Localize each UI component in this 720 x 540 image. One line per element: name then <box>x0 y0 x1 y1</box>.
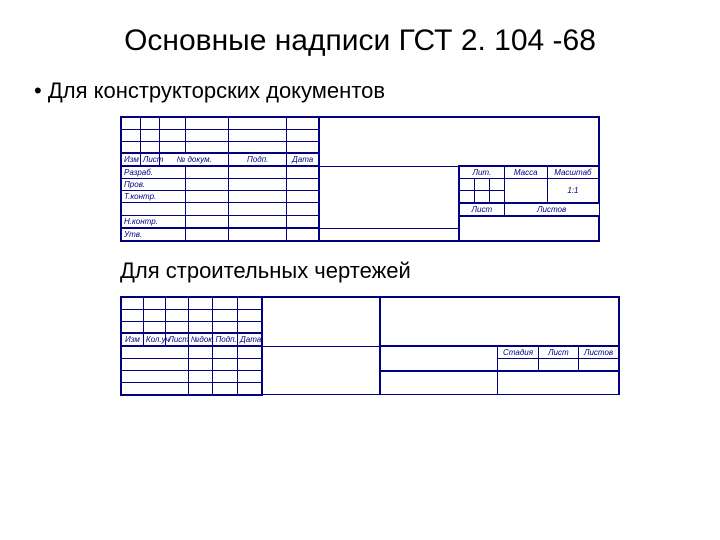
t2-izm: Изм <box>121 333 143 346</box>
bullet-konstr: Для конструкторских документов <box>0 58 720 104</box>
t1-list: Лист <box>140 153 159 166</box>
t2-stadia: Стадия <box>498 346 538 359</box>
t1-massa: Масса <box>504 166 547 179</box>
t2-data: Дата <box>238 333 263 346</box>
t1-nkontr: Н.контр. <box>121 216 186 229</box>
t1-lit: Лит. <box>459 166 504 179</box>
t2-kol: Кол.уч <box>143 333 165 346</box>
t1-ndoc: № докум. <box>160 153 229 166</box>
t1-utv: Утв. <box>121 228 186 241</box>
t1-listov: Листов <box>504 203 599 216</box>
slide-title: Основные надписи ГСТ 2. 104 -68 <box>0 0 720 58</box>
t1-izm: Изм <box>121 153 140 166</box>
table2-container: Изм Кол.уч Лист №док. Подп. Дата Стадия … <box>0 284 720 396</box>
table1-container: Изм Лист № докум. Подп. Дата Разраб. Лит… <box>0 104 720 242</box>
t1-list2: Лист <box>459 203 504 216</box>
t1-razrab: Разраб. <box>121 166 186 179</box>
t1-tkontr: Т.контр. <box>121 191 186 203</box>
t2-podp: Подп. <box>213 333 238 346</box>
caption-stroit: Для строительных чертежей <box>0 242 720 284</box>
gost-table-2: Изм Кол.уч Лист №док. Подп. Дата Стадия … <box>120 296 620 396</box>
gost-table-1: Изм Лист № докум. Подп. Дата Разраб. Лит… <box>120 116 600 242</box>
t1-scale: 1:1 <box>547 179 599 203</box>
t1-prov: Пров. <box>121 179 186 191</box>
t2-ndoc: №док. <box>188 333 213 346</box>
t1-podp: Подп. <box>229 153 287 166</box>
t1-data: Дата <box>287 153 319 166</box>
t2-listov: Листов <box>579 346 619 359</box>
t2-list: Лист <box>166 333 188 346</box>
t1-masht: Масштаб <box>547 166 599 179</box>
t2-list2: Лист <box>538 346 578 359</box>
